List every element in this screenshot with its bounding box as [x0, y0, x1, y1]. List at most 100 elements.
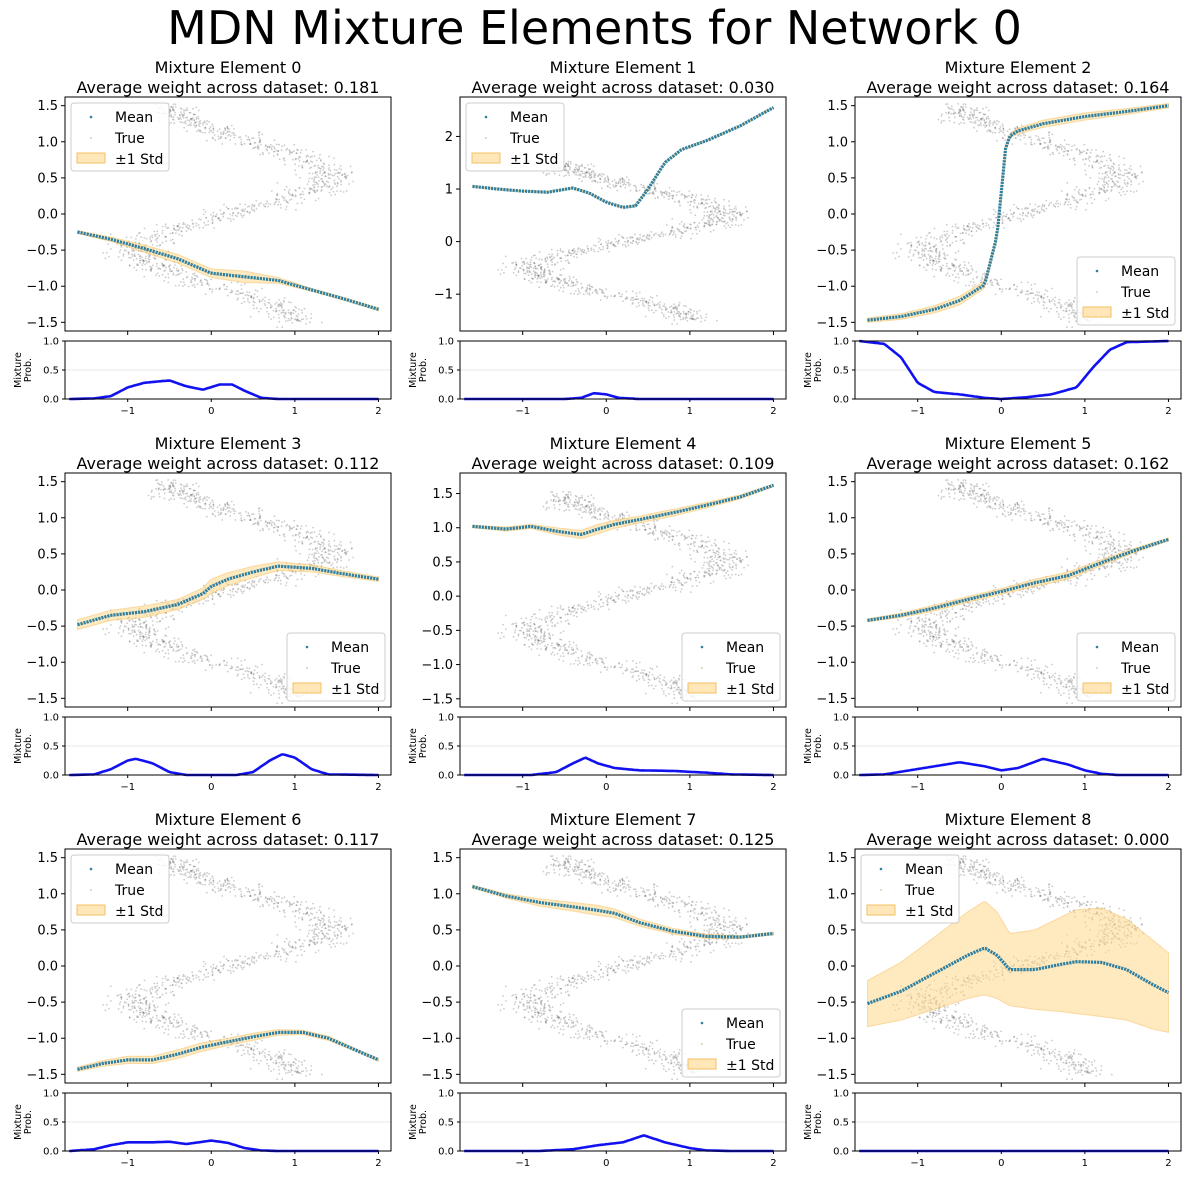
- true-point: [601, 290, 604, 293]
- true-point: [277, 313, 280, 316]
- true-point: [126, 622, 128, 625]
- true-point: [637, 298, 640, 301]
- true-point: [964, 111, 967, 114]
- true-point: [276, 194, 278, 197]
- true-point: [573, 247, 575, 250]
- true-point: [673, 307, 676, 310]
- true-point: [179, 116, 182, 119]
- true-point: [183, 109, 185, 112]
- true-point: [327, 544, 330, 547]
- true-point: [232, 587, 235, 590]
- true-point: [656, 182, 659, 185]
- true-point: [1043, 147, 1046, 149]
- true-point: [197, 117, 200, 120]
- true-point: [935, 251, 938, 254]
- true-point: [203, 496, 206, 499]
- true-point: [685, 230, 688, 232]
- true-point: [579, 248, 582, 251]
- true-point: [931, 268, 934, 271]
- true-point: [950, 105, 953, 107]
- true-point: [1005, 213, 1008, 216]
- true-point: [150, 646, 152, 648]
- true-point: [180, 108, 183, 110]
- true-point: [269, 682, 272, 684]
- true-point: [300, 309, 303, 312]
- true-point: [253, 669, 256, 672]
- true-point: [158, 643, 161, 646]
- true-point: [186, 107, 188, 110]
- true-point: [940, 268, 942, 271]
- true-point: [623, 182, 626, 185]
- true-point: [1064, 202, 1066, 204]
- true-point: [273, 579, 276, 582]
- true-point: [278, 675, 280, 677]
- true-point: [219, 288, 221, 290]
- true-point: [333, 179, 336, 182]
- true-point: [266, 149, 269, 152]
- true-point: [149, 238, 152, 240]
- true-point: [328, 550, 330, 552]
- true-point: [316, 174, 318, 176]
- true-point: [973, 121, 975, 124]
- true-point: [237, 666, 240, 668]
- true-point: [336, 172, 339, 175]
- true-point: [582, 176, 585, 179]
- true-point: [740, 559, 743, 562]
- true-point: [1096, 160, 1099, 163]
- true-point: [212, 503, 215, 506]
- true-point: [197, 485, 200, 488]
- true-point: [1024, 214, 1027, 217]
- true-point: [201, 131, 204, 134]
- true-point: [132, 620, 135, 623]
- true-point: [253, 581, 256, 584]
- true-point: [601, 289, 604, 291]
- true-point: [143, 651, 146, 654]
- true-point: [695, 310, 698, 313]
- true-point: [1010, 213, 1013, 215]
- true-point: [317, 166, 320, 169]
- true-point: [1045, 207, 1048, 210]
- true-point: [138, 618, 141, 620]
- true-point: [708, 198, 711, 201]
- true-point: [664, 683, 667, 686]
- true-point: [288, 301, 290, 303]
- true-point: [154, 235, 157, 238]
- true-point: [295, 584, 297, 587]
- true-point: [1073, 188, 1076, 191]
- true-point: [566, 254, 569, 257]
- true-point: [145, 631, 147, 634]
- true-point: [1107, 176, 1110, 179]
- true-point: [563, 175, 566, 178]
- true-point: [265, 520, 267, 522]
- true-point: [285, 205, 288, 208]
- true-point: [259, 516, 261, 519]
- true-point: [959, 270, 961, 273]
- true-point: [1101, 155, 1103, 158]
- true-point: [978, 119, 981, 122]
- true-point: [283, 314, 285, 317]
- true-point: [314, 191, 317, 194]
- true-point: [976, 226, 979, 229]
- true-point: [925, 238, 927, 240]
- true-point: [954, 223, 957, 226]
- true-point: [149, 258, 151, 261]
- true-point: [182, 281, 185, 283]
- true-point: [538, 258, 541, 260]
- true-point: [662, 585, 665, 588]
- true-point: [571, 281, 573, 284]
- true-point: [1076, 147, 1079, 150]
- true-point: [150, 643, 153, 646]
- true-point: [1071, 303, 1074, 306]
- true-point: [965, 274, 967, 277]
- true-point: [635, 188, 637, 191]
- true-point: [237, 673, 240, 676]
- true-point: [582, 251, 585, 254]
- true-point: [1065, 198, 1068, 200]
- true-point: [278, 693, 280, 695]
- true-point: [172, 224, 175, 227]
- true-point: [185, 230, 188, 233]
- true-point: [172, 108, 175, 111]
- true-point: [173, 242, 176, 245]
- true-point: [211, 216, 214, 218]
